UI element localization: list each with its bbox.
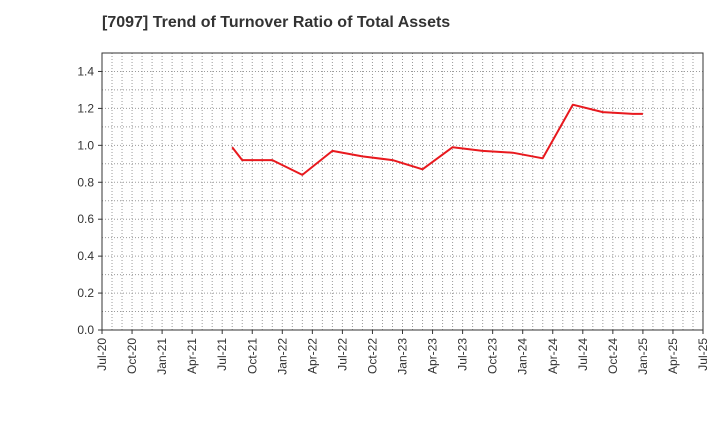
x-tick-label: Jan-24 xyxy=(516,338,530,375)
x-tick-label: Apr-24 xyxy=(546,338,560,374)
x-tick-label: Oct-24 xyxy=(606,338,620,374)
y-tick-label: 0.8 xyxy=(77,175,94,189)
x-axis: Jul-20 Oct-20 Jan-21 Apr-21 Jul-21 Oct-21 Jan-… xyxy=(95,330,710,375)
y-tick-label: 0.6 xyxy=(77,212,94,226)
y-tick-label: 1.2 xyxy=(77,101,94,115)
x-tick-label: Jul-22 xyxy=(335,338,349,371)
x-tick-label: Jul-21 xyxy=(215,338,229,371)
x-tick-label: Apr-21 xyxy=(185,338,199,374)
grid-layer xyxy=(102,53,703,330)
x-tick-label: Jul-20 xyxy=(95,338,109,371)
y-tick-label: 0.4 xyxy=(77,249,94,263)
x-tick-label: Jan-22 xyxy=(275,338,289,375)
x-tick-label: Jul-23 xyxy=(456,338,470,371)
x-tick-label: Apr-25 xyxy=(666,338,680,374)
chart-title: [7097] Trend of Turnover Ratio of Total … xyxy=(102,14,451,31)
series-line xyxy=(231,103,643,176)
x-tick-label: Apr-22 xyxy=(305,338,319,374)
x-tick-label: Oct-20 xyxy=(125,338,139,374)
x-tick-label: Oct-22 xyxy=(365,338,379,374)
y-tick-label: 1.4 xyxy=(77,64,94,78)
x-tick-label: Apr-23 xyxy=(426,338,440,374)
x-tick-label: Oct-21 xyxy=(245,338,259,374)
y-tick-label: 0.2 xyxy=(77,286,94,300)
series-layer xyxy=(231,103,643,176)
x-tick-label: Jan-25 xyxy=(636,338,650,375)
x-tick-label: Jul-24 xyxy=(576,338,590,371)
x-tick-label: Jul-25 xyxy=(696,338,710,371)
y-tick-label: 0.0 xyxy=(77,323,94,337)
y-tick-label: 1.0 xyxy=(77,138,94,152)
y-axis: 0.0 0.2 0.4 0.6 0.8 1.0 1.2 1.4 xyxy=(77,64,102,337)
x-tick-label: Jan-23 xyxy=(396,338,410,375)
x-tick-label: Oct-23 xyxy=(486,338,500,374)
x-tick-label: Jan-21 xyxy=(155,338,169,375)
